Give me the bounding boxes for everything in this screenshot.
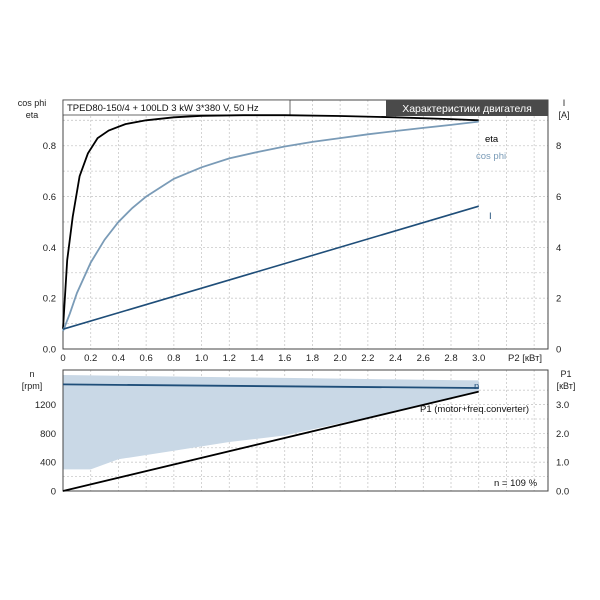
bottom-y-left-tick-label: 0 (51, 487, 56, 498)
bottom-ylabel-left-2: [rpm] (22, 381, 43, 391)
x-tick-label: 0.2 (84, 353, 97, 364)
x-tick-label: 3.0 (472, 353, 485, 364)
top-x-ticks: 0 0.2 0.4 0.6 0.8 1.0 1.2 1.4 1.6 1.8 2.0 2.2 2.4 2.6… (60, 353, 485, 364)
top-y-right-tick-label: 2 (556, 294, 561, 305)
bottom-y-left-tick-label: 400 (40, 458, 56, 469)
top-ylabel-left-1: cos phi (18, 98, 47, 108)
speed-range-band (63, 375, 479, 470)
speed-series-line (62, 383, 479, 389)
top-y-left-tick-label: 0.2 (43, 294, 56, 305)
speed-series-label: n (474, 381, 479, 392)
bottom-y-right-tick-label: 3.0 (556, 400, 569, 411)
top-y-right-tick-label: 8 (556, 141, 561, 152)
x-tick-label: 0.4 (112, 353, 125, 364)
top-y-right-tick-label: 0 (556, 345, 561, 356)
x-tick-label: 0.8 (167, 353, 180, 364)
bottom-y-left-tick-label: 800 (40, 429, 56, 440)
x-tick-label: 1.4 (250, 353, 263, 364)
top-ylabel-right-2: [A] (558, 110, 569, 120)
cos-phi-series-label: cos phi (476, 151, 506, 162)
current-series-line (62, 205, 479, 330)
x-tick-label: 2.6 (417, 353, 430, 364)
bottom-y-left-ticks: 0 400 800 1200 (35, 400, 56, 497)
x-tick-label: 1.2 (223, 353, 236, 364)
bottom-ylabel-right-2: [кВт] (557, 381, 576, 391)
top-y-right-tick-label: 4 (556, 243, 561, 254)
eta-series-line (62, 114, 479, 329)
bottom-y-right-ticks: 0.0 1.0 2.0 3.0 (556, 400, 569, 497)
top-title-box (62, 99, 291, 116)
current-series-label: I (489, 211, 492, 222)
top-ylabel-right-1: I (563, 98, 566, 108)
eta-series-label: eta (485, 134, 499, 145)
top-plot-frame (62, 99, 549, 350)
bottom-plot-frame (62, 369, 549, 492)
x-tick-label: 0 (60, 353, 65, 364)
top-y-left-tick-label: 0.8 (43, 141, 56, 152)
top-grid (62, 100, 548, 350)
bottom-ylabel-left-1: n (29, 369, 34, 379)
bottom-y-right-tick-label: 2.0 (556, 429, 569, 440)
x-tick-label: 2.8 (444, 353, 457, 364)
top-y-left-tick-label: 0.0 (43, 345, 56, 356)
top-y-left-ticks: 0.0 0.2 0.4 0.6 0.8 (43, 141, 56, 355)
x-tick-label: 2.0 (334, 353, 347, 364)
cos-phi-series-line (62, 120, 479, 332)
top-chart-title: TPED80-150/4 + 100LD 3 kW 3*380 V, 50 Hz (67, 103, 259, 114)
motor-characteristics-badge: Характеристики двигателя (402, 103, 532, 115)
p1-series-line (62, 390, 479, 492)
x-tick-label: 1.0 (195, 353, 208, 364)
top-ylabel-left-2: eta (26, 110, 39, 120)
motor-characteristics-badge-bg (386, 100, 548, 116)
top-y-left-tick-label: 0.6 (43, 192, 56, 203)
top-chart: TPED80-150/4 + 100LD 3 kW 3*380 V, 50 Hz… (18, 98, 570, 364)
top-y-left-tick-label: 0.4 (43, 243, 56, 254)
x-tick-label: 1.8 (306, 353, 319, 364)
x-tick-label: 2.2 (361, 353, 374, 364)
bottom-y-left-tick-label: 1200 (35, 400, 56, 411)
speed-percent-annotation: n = 109 % (494, 478, 538, 489)
bottom-ylabel-right-1: P1 (560, 369, 571, 379)
top-y-right-ticks: 0 2 4 6 8 (556, 141, 561, 355)
x-tick-label: 2.4 (389, 353, 402, 364)
bottom-y-right-tick-label: 1.0 (556, 458, 569, 469)
bottom-chart: n [rpm] P1 [кВт] 0 400 800 1200 0.0 1.0 2.0 3.… (22, 369, 576, 498)
top-xlabel: P2 [кВт] (508, 353, 542, 364)
x-tick-label: 0.6 (140, 353, 153, 364)
x-tick-label: 1.6 (278, 353, 291, 364)
top-y-right-tick-label: 6 (556, 192, 561, 203)
p1-series-label: P1 (motor+freq.converter) (420, 404, 529, 415)
bottom-y-right-tick-label: 0.0 (556, 487, 569, 498)
